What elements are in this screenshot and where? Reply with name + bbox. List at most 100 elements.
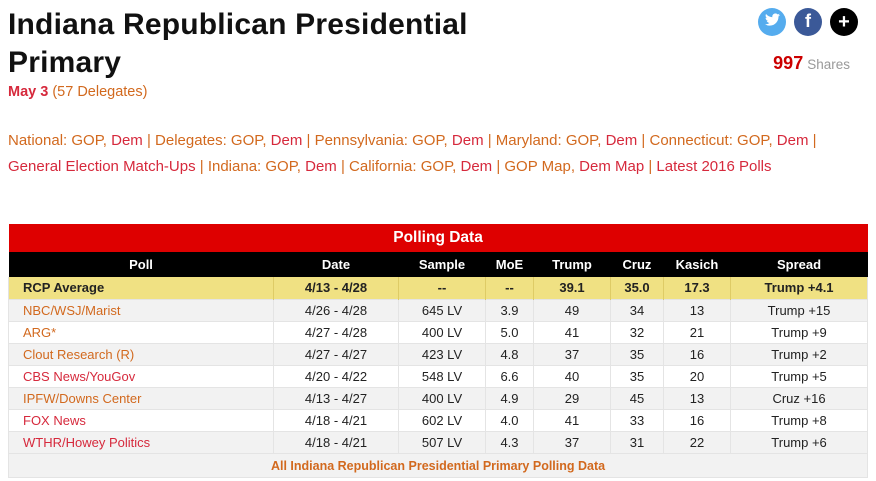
nav-separator: |: [637, 132, 650, 149]
nav-link[interactable]: Latest 2016 Polls: [656, 158, 772, 175]
cell-cruz: 32: [610, 320, 664, 344]
poll-link[interactable]: FOX News: [23, 412, 86, 428]
twitter-share-button[interactable]: [758, 8, 786, 36]
cell-moe: 4.9: [485, 386, 534, 410]
cell-poll: FOX News: [8, 408, 274, 432]
cell-kasich: 22: [663, 430, 731, 454]
cell-trump: 41: [533, 408, 611, 432]
plus-icon: +: [838, 11, 850, 33]
nav-link[interactable]: Connecticut: GOP: [649, 132, 769, 149]
share-count: 997: [773, 53, 804, 73]
nav-separator: |: [336, 158, 350, 175]
rcp-moe-cell: --: [485, 277, 534, 299]
facebook-share-button[interactable]: f: [794, 8, 822, 36]
cell-date: 4/20 - 4/22: [273, 364, 399, 388]
cell-moe: 3.9: [485, 298, 534, 322]
delegate-count: (57 Delegates): [52, 84, 148, 100]
column-header-poll: Poll: [8, 252, 274, 277]
poll-link[interactable]: Clout Research (R): [23, 346, 135, 362]
column-header-trump: Trump: [533, 252, 611, 277]
nav-link[interactable]: Pennsylvania: GOP: [314, 132, 444, 149]
cell-cruz: 34: [610, 298, 664, 322]
cell-spread: Trump +6: [729, 430, 869, 454]
table-banner: Polling Data: [8, 224, 868, 252]
rcp-cruz-cell: 35.0: [610, 277, 664, 299]
cell-trump: 49: [533, 298, 611, 322]
primary-date: May 3: [8, 84, 49, 100]
table-row: WTHR/Howey Politics 4/18 - 4/21 507 LV 4.3 3…: [8, 430, 869, 454]
nav-link[interactable]: Dem: [451, 132, 484, 149]
nav-link[interactable]: Maryland: GOP: [495, 132, 598, 149]
rcp-kasich-cell: 17.3: [663, 277, 731, 299]
cell-date: 4/27 - 4/27: [273, 342, 399, 366]
cell-date: 4/18 - 4/21: [273, 408, 399, 432]
nav-link[interactable]: Dem: [776, 132, 809, 149]
cell-poll: ARG*: [8, 320, 274, 344]
cell-sample: 507 LV: [398, 430, 486, 454]
all-polling-data-link[interactable]: All Indiana Republican Presidential Prim…: [270, 458, 606, 473]
poll-link[interactable]: IPFW/Downs Center: [23, 390, 142, 406]
more-share-button[interactable]: +: [830, 8, 858, 36]
rcp-sample-cell: --: [398, 277, 486, 299]
table-row: IPFW/Downs Center 4/13 - 4/27 400 LV 4.9 29 4…: [8, 386, 869, 410]
poll-link[interactable]: CBS News/YouGov: [23, 368, 136, 384]
cell-kasich: 21: [663, 320, 731, 344]
nav-link[interactable]: Delegates: GOP: [155, 132, 263, 149]
nav-link[interactable]: Dem: [270, 132, 303, 149]
column-header-moe: MoE: [485, 252, 534, 277]
poll-link[interactable]: WTHR/Howey Politics: [23, 434, 151, 450]
cell-spread: Cruz +16: [729, 386, 869, 410]
polling-data-table: Polling Data Poll Date Sample MoE Trump …: [7, 224, 869, 478]
cell-kasich: 13: [663, 298, 731, 322]
cell-moe: 6.6: [485, 364, 534, 388]
nav-separator: ,: [296, 158, 306, 175]
poll-nav-line-1: National: GOP, Dem | Delegates: GOP, Dem…: [8, 128, 870, 154]
cell-trump: 29: [533, 386, 611, 410]
nav-separator: ,: [570, 158, 580, 175]
cell-sample: 400 LV: [398, 386, 486, 410]
rcp-trump-cell: 39.1: [533, 277, 611, 299]
facebook-icon: f: [805, 10, 811, 31]
cell-poll: Clout Research (R): [8, 342, 274, 366]
cell-sample: 400 LV: [398, 320, 486, 344]
poll-link[interactable]: NBC/WSJ/Marist: [23, 302, 121, 318]
cell-moe: 4.3: [485, 430, 534, 454]
nav-separator: ,: [452, 158, 461, 175]
cell-kasich: 20: [663, 364, 731, 388]
table-header-row: Poll Date Sample MoE Trump Cruz Kasich S…: [8, 252, 868, 277]
nav-link[interactable]: National: GOP: [8, 132, 103, 149]
nav-link[interactable]: Indiana: GOP: [207, 158, 297, 175]
nav-link[interactable]: Dem: [460, 158, 493, 175]
poll-link[interactable]: ARG*: [23, 324, 57, 340]
nav-separator: |: [195, 158, 208, 175]
rcp-average-row: RCP Average 4/13 - 4/28 -- -- 39.1 35.0 …: [8, 277, 869, 299]
cell-date: 4/18 - 4/21: [273, 430, 399, 454]
nav-separator: ,: [768, 132, 777, 149]
nav-link[interactable]: Dem: [605, 132, 638, 149]
cell-kasich: 16: [663, 408, 731, 432]
nav-link[interactable]: Dem Map: [579, 158, 645, 175]
cell-cruz: 31: [610, 430, 664, 454]
cell-sample: 423 LV: [398, 342, 486, 366]
table-row: FOX News 4/18 - 4/21 602 LV 4.0 41 33 16 Trump …: [8, 408, 869, 432]
cell-spread: Trump +15: [729, 298, 869, 322]
social-share-bar: f +: [758, 8, 858, 36]
cell-kasich: 16: [663, 342, 731, 366]
cell-kasich: 13: [663, 386, 731, 410]
column-header-kasich: Kasich: [663, 252, 731, 277]
nav-separator: ,: [262, 132, 271, 149]
nav-link[interactable]: General Election Match-Ups: [8, 158, 196, 175]
cell-spread: Trump +8: [729, 408, 869, 432]
cell-trump: 41: [533, 320, 611, 344]
cell-cruz: 35: [610, 364, 664, 388]
nav-link[interactable]: GOP Map: [504, 158, 571, 175]
nav-separator: |: [492, 158, 505, 175]
nav-link[interactable]: Dem: [305, 158, 337, 175]
cell-poll: NBC/WSJ/Marist: [8, 298, 274, 322]
nav-link[interactable]: Dem: [111, 132, 143, 149]
nav-separator: |: [302, 132, 315, 149]
cell-date: 4/26 - 4/28: [273, 298, 399, 322]
cell-moe: 4.0: [485, 408, 534, 432]
cell-cruz: 35: [610, 342, 664, 366]
nav-link[interactable]: California: GOP: [349, 158, 453, 175]
